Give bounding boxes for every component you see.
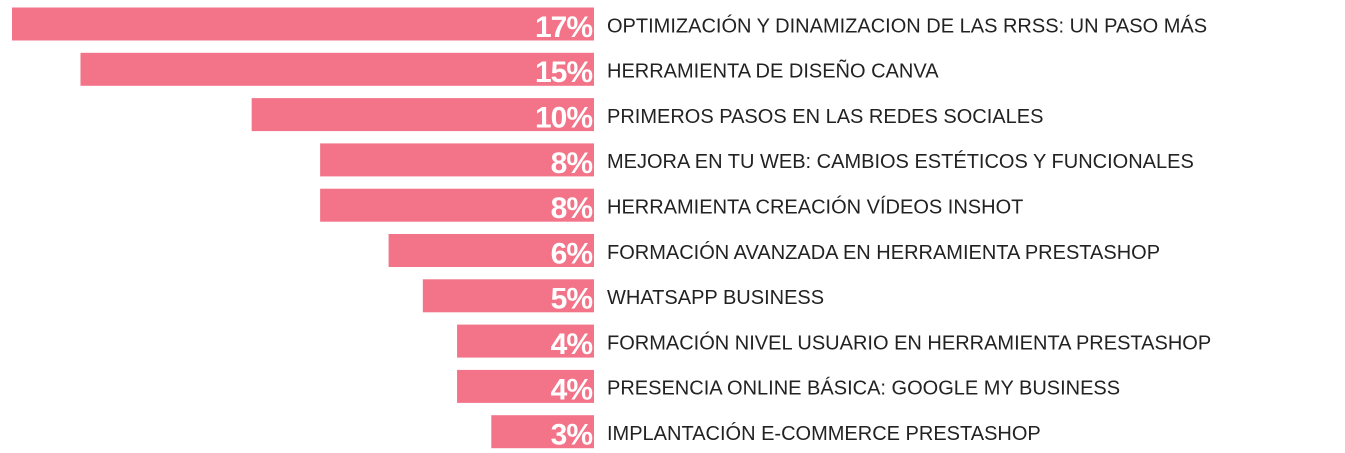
category-label: PRESENCIA ONLINE BÁSICA: GOOGLE MY BUSIN… [607,377,1120,400]
value-label: 10% [535,102,592,135]
value-label: 15% [535,56,592,89]
category-label: PRIMEROS PASOS EN LAS REDES SOCIALES [607,106,1043,128]
category-label: HERRAMIENTA DE DISEÑO CANVA [607,59,939,83]
category-label: HERRAMIENTA CREACIÓN VÍDEOS INSHOT [607,195,1023,218]
value-label: 3% [551,419,593,452]
bar [491,415,594,449]
value-label: 4% [551,328,593,361]
bar [251,98,594,132]
category-label: FORMACIÓN AVANZADA EN HERRAMIENTA PRESTA… [607,241,1160,264]
bar [12,7,594,41]
bar [422,279,594,313]
value-label: 5% [551,283,593,316]
value-label: 4% [551,373,593,406]
bar [80,52,595,86]
bar [320,143,594,177]
category-label: WHATSAPP BUSINESS [607,287,824,309]
bar [457,369,594,403]
bar [388,234,594,267]
category-label: MEJORA EN TU WEB: CAMBIOS ESTÉTICOS Y FU… [607,150,1194,173]
value-label: 8% [551,192,593,225]
value-label: 6% [551,237,593,270]
category-label: IMPLANTACIÓN E-COMMERCE PRESTASHOP [607,422,1041,445]
value-label: 8% [551,147,593,180]
category-label: FORMACIÓN NIVEL USUARIO EN HERRAMIENTA P… [607,331,1211,354]
value-label: 17% [535,11,592,44]
bar [457,324,594,358]
category-label: OPTIMIZACIÓN Y DINAMIZACION DE LAS RRSS:… [607,14,1207,37]
bar [320,188,594,222]
